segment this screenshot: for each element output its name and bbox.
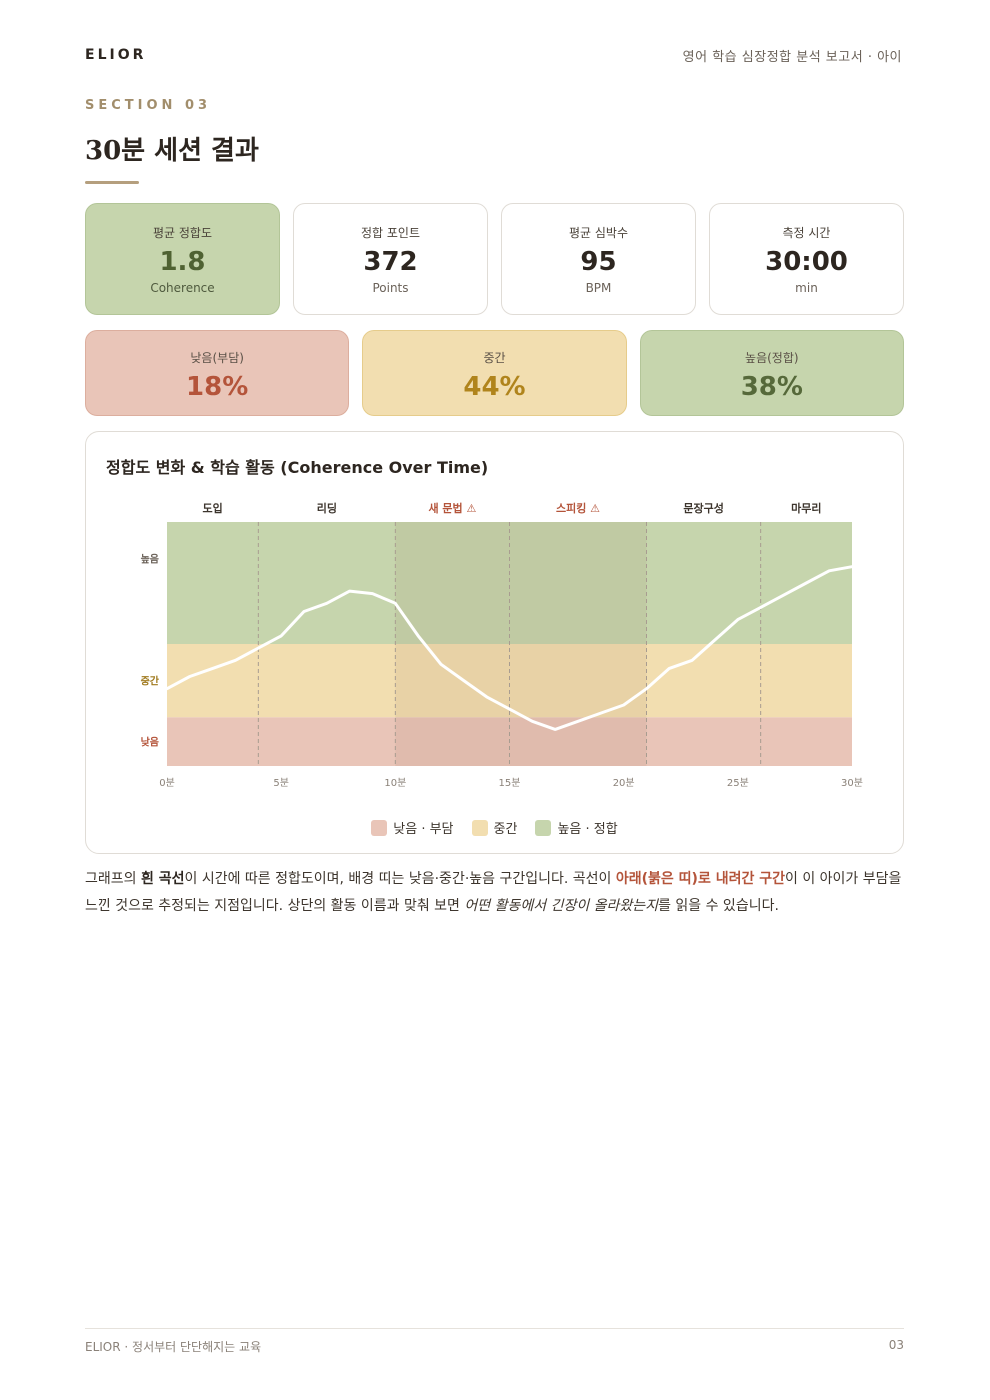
zone-card-mid: 중간 44% <box>362 330 627 416</box>
caption-text: 를 읽을 수 있습니다. <box>658 898 779 914</box>
x-tick-label: 15분 <box>499 777 521 789</box>
chart-legend: 낮음 · 부담 중간 높음 · 정합 <box>86 818 903 837</box>
caption-highlight: 아래(붉은 띠)로 내려간 구간 <box>615 871 785 887</box>
zone-label: 중간 <box>483 351 506 365</box>
title-underline <box>85 181 139 184</box>
stat-value: 1.8 <box>159 247 206 277</box>
stat-card-points: 정합 포인트 372 Points <box>293 203 488 315</box>
legend-swatch-low <box>371 819 388 836</box>
legend-label: 낮음 · 부담 <box>393 822 454 837</box>
brand-logo: ELIOR <box>85 47 147 63</box>
y-label: 낮음 <box>141 736 159 749</box>
x-tick-label: 30분 <box>841 777 863 789</box>
zone-cards: 낮음(부담) 18% 중간 44% 높음(정합) 38% <box>85 330 904 416</box>
y-label: 높음 <box>141 554 159 566</box>
stat-label: 측정 시간 <box>782 226 831 240</box>
footer-tagline: ELIOR · 정서부터 단단해지는 교육 <box>85 1340 262 1354</box>
x-tick-label: 20분 <box>613 777 635 789</box>
activity-label: 문장구성 <box>683 501 723 515</box>
zone-value: 44% <box>463 372 526 402</box>
document-title: 영어 학습 심장정합 분석 보고서 · 아이 <box>682 49 902 65</box>
page-number: 03 <box>888 1338 904 1352</box>
caption-text: 이 시간에 따른 정합도이며, 배경 띠는 낮음·중간·높음 구간입니다. 곡선… <box>184 871 616 887</box>
legend-item-low: 낮음 · 부담 <box>371 818 454 837</box>
activity-label: 새 문법 ⚠ <box>428 501 476 515</box>
stat-unit: BPM <box>585 281 612 295</box>
page-title: 30분 세션 결과 <box>85 136 259 166</box>
stat-card-coherence: 평균 정합도 1.8 Coherence <box>85 203 280 315</box>
page-footer: ELIOR · 정서부터 단단해지는 교육 03 <box>85 1338 904 1355</box>
stat-value: 95 <box>580 247 617 277</box>
stat-label: 평균 정합도 <box>152 226 212 240</box>
stat-value: 30:00 <box>765 247 848 277</box>
stat-label: 정합 포인트 <box>360 226 420 240</box>
caption-text: 그래프의 <box>85 871 141 887</box>
caption-text: 이 이 아이가 부담을 느낀 것으로 추정되는 지점입니다. 상단의 활동 이름… <box>85 871 902 914</box>
legend-item-high: 높음 · 정합 <box>535 818 618 837</box>
stat-unit: Coherence <box>150 281 215 295</box>
chart-title: 정합도 변화 & 학습 활동 (Coherence Over Time) <box>106 458 489 477</box>
caption-bold: 흰 곡선 <box>140 871 185 887</box>
x-tick-label: 0분 <box>159 777 175 789</box>
x-tick-label: 10분 <box>384 777 406 789</box>
stat-value: 372 <box>363 247 418 277</box>
zone-card-high: 높음(정합) 38% <box>639 330 904 416</box>
activity-label: 스피킹 ⚠ <box>556 501 600 515</box>
legend-item-mid: 중간 <box>471 818 518 837</box>
zone-label: 높음(정합) <box>745 351 799 365</box>
legend-label: 높음 · 정합 <box>557 822 618 837</box>
legend-label: 중간 <box>493 822 518 837</box>
stat-card-heart-rate: 평균 심박수 95 BPM <box>501 203 696 315</box>
zone-label: 낮음(부담) <box>190 351 244 365</box>
alert-shade <box>395 522 510 766</box>
zone-value: 38% <box>740 372 803 402</box>
section-label: SECTION 03 <box>85 98 212 113</box>
stat-unit: Points <box>372 281 409 295</box>
legend-swatch-high <box>535 819 552 836</box>
activity-label: 도입 <box>203 502 223 515</box>
stat-unit: min <box>795 281 818 295</box>
chart-caption: 그래프의 흰 곡선이 시간에 따른 정합도이며, 배경 띠는 낮음·중간·높음 … <box>85 866 907 920</box>
zone-card-low: 낮음(부담) 18% <box>85 330 350 416</box>
footer-divider <box>85 1328 904 1329</box>
stat-cards: 평균 정합도 1.8 Coherence 정합 포인트 372 Points 평… <box>85 203 904 315</box>
activity-label: 마무리 <box>791 501 821 515</box>
caption-emphasis: 어떤 활동에서 긴장이 올라왔는지 <box>464 898 659 914</box>
stat-label: 평균 심박수 <box>568 226 628 240</box>
page-header: ELIOR 영어 학습 심장정합 분석 보고서 · 아이 <box>85 44 902 66</box>
activity-label: 리딩 <box>317 501 337 515</box>
alert-shade <box>509 522 647 766</box>
stat-card-duration: 측정 시간 30:00 min <box>709 203 904 315</box>
legend-swatch-mid <box>471 819 488 836</box>
y-label: 중간 <box>141 675 160 688</box>
x-tick-label: 25분 <box>727 777 749 789</box>
zone-value: 18% <box>186 372 249 402</box>
x-tick-label: 5분 <box>273 777 289 789</box>
coherence-chart-card: 도입 리딩 새 문법 ⚠ 스피킹 ⚠ 문장구성 마무리 높음 중간 낮음 0분 5분 10분 15분 20… <box>85 431 904 854</box>
